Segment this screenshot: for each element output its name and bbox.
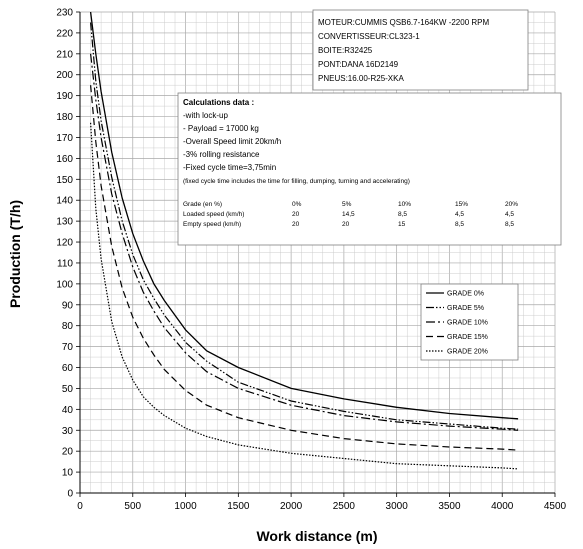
legend-label: GRADE 10% <box>447 320 488 327</box>
calc-table-cell: 20 <box>292 211 300 218</box>
calc-table-cell: 0% <box>292 201 302 208</box>
y-tick-label: 130 <box>56 217 73 228</box>
calc-table-cell: Empty speed (km/h) <box>183 221 241 228</box>
y-tick-label: 200 <box>56 70 73 81</box>
y-axis-title: Production (T/h) <box>7 200 23 308</box>
calc-line: -Overall Speed limit 20km/h <box>183 137 281 146</box>
legend-label: GRADE 0% <box>447 291 484 298</box>
y-tick-label: 220 <box>56 28 73 39</box>
y-tick-label: 70 <box>62 342 74 353</box>
calc-table-cell: 4,5 <box>505 211 514 218</box>
calc-table-cell: 8,5 <box>505 221 514 228</box>
calc-table-cell: 14,5 <box>342 211 355 218</box>
y-tick-label: 20 <box>62 447 74 458</box>
x-tick-label: 0 <box>77 501 83 512</box>
tick-labels: 0 500 1000 1500 2000 2500 3000 3500 4000 4500 0 10 2… <box>56 8 566 513</box>
y-tick-label: 180 <box>56 112 73 123</box>
y-tick-label: 100 <box>56 279 73 290</box>
legend-label: GRADE 5% <box>447 305 484 312</box>
calc-table-cell: 15 <box>398 221 406 228</box>
series-line-grade-10- <box>90 53 519 431</box>
y-tick-label: 190 <box>56 91 73 102</box>
info-line: BOITE:R32425 <box>318 46 373 55</box>
y-tick-label: 40 <box>62 405 74 416</box>
x-tick-label: 3000 <box>386 501 409 512</box>
calc-line: -Fixed cycle time=3,75min <box>183 163 276 172</box>
y-tick-label: 110 <box>57 258 73 269</box>
series-line-grade-0- <box>89 11 519 420</box>
x-tick-label: 1500 <box>227 501 250 512</box>
calc-table-cell: 15% <box>455 201 468 208</box>
series-lines <box>89 11 519 470</box>
calc-table-cell: 10% <box>398 201 411 208</box>
x-tick-label: 4000 <box>491 501 514 512</box>
y-tick-label: 140 <box>56 196 73 207</box>
calc-table-cell: 8,5 <box>398 211 407 218</box>
info-line: PONT:DANA 16D2149 <box>318 60 399 69</box>
y-tick-label: 160 <box>56 154 73 165</box>
y-tick-label: 120 <box>56 238 73 249</box>
engine-info-box: MOTEUR:CUMMIS QSB6.7-164KW -2200 RPM CON… <box>312 9 529 91</box>
calc-table-cell: 20 <box>342 221 350 228</box>
calc-line: - Payload = 17000 kg <box>183 124 259 133</box>
y-tick-label: 80 <box>62 321 74 332</box>
info-line: PNEUS:16.00-R25-XKA <box>318 74 404 83</box>
y-tick-label: 230 <box>56 8 73 19</box>
y-tick-label: 10 <box>62 468 74 479</box>
calc-table-cell: Grade (en %) <box>183 201 222 208</box>
legend: GRADE 0% GRADE 5% GRADE 10% GRADE 15% GRADE … <box>420 283 519 361</box>
x-tick-label: 2000 <box>280 501 303 512</box>
info-line: CONVERTISSEUR:CL323-1 <box>318 32 420 41</box>
y-tick-label: 90 <box>62 300 74 311</box>
x-tick-label: 1000 <box>174 501 197 512</box>
info-line: MOTEUR:CUMMIS QSB6.7-164KW -2200 RPM <box>318 18 489 27</box>
calc-table-cell: 20% <box>505 201 518 208</box>
y-tick-label: 150 <box>56 175 73 186</box>
calc-table-cell: 5% <box>342 201 352 208</box>
y-tick-label: 170 <box>56 133 73 144</box>
calc-table-cell: 4,5 <box>455 211 464 218</box>
legend-label: GRADE 20% <box>447 349 488 356</box>
y-tick-label: 210 <box>56 49 73 60</box>
calc-table-cell: 8,5 <box>455 221 464 228</box>
calculations-box: Calculations data : -with lock-up - Payl… <box>177 92 562 246</box>
y-tick-label: 0 <box>67 489 73 500</box>
calc-note: (fixed cycle time includes the time for … <box>183 178 410 185</box>
x-tick-label: 3500 <box>438 501 461 512</box>
calc-line: -3% rolling resistance <box>183 150 260 159</box>
y-tick-label: 30 <box>62 426 74 437</box>
x-tick-label: 500 <box>124 501 141 512</box>
x-tick-label: 2500 <box>333 501 356 512</box>
x-axis-title: Work distance (m) <box>256 528 377 544</box>
series-line-grade-20- <box>90 122 519 470</box>
calc-table-cell: Loaded speed (km/h) <box>183 211 244 218</box>
calc-title: Calculations data : <box>183 98 254 107</box>
y-tick-label: 60 <box>62 363 74 374</box>
axes <box>79 12 555 494</box>
series-line-grade-15- <box>90 85 519 451</box>
series-line-grade-5- <box>90 22 519 430</box>
x-tick-label: 4500 <box>544 501 567 512</box>
calc-table-cell: 20 <box>292 221 300 228</box>
legend-label: GRADE 15% <box>447 334 488 341</box>
calc-line: -with lock-up <box>183 111 228 120</box>
y-tick-label: 50 <box>62 384 74 395</box>
